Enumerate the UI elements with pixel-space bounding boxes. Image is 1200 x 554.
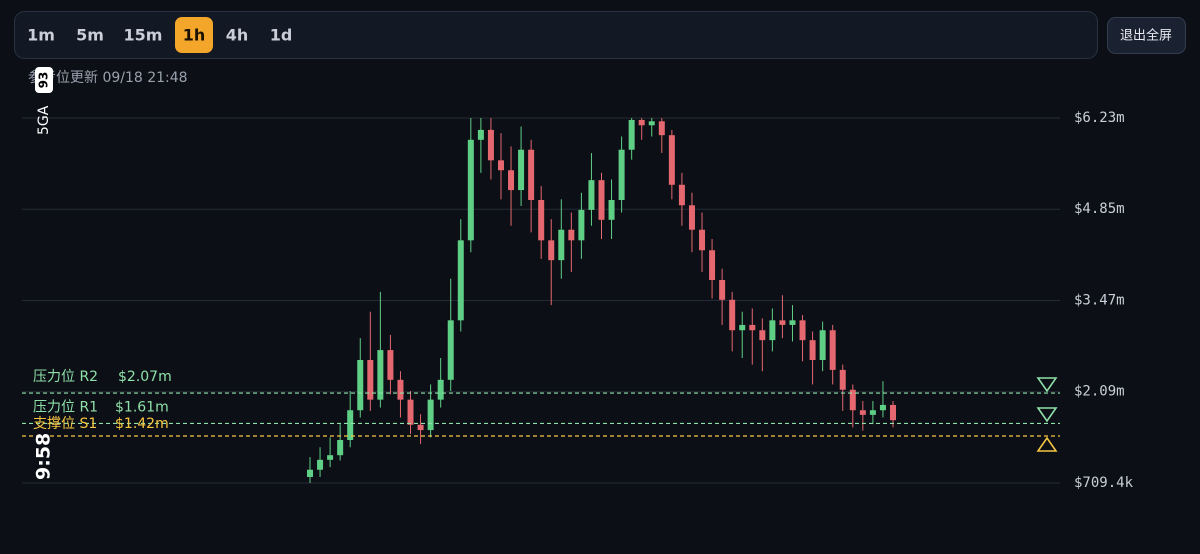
candle-body <box>668 135 675 185</box>
status-battery: 93 <box>37 72 51 89</box>
timeframe-button[interactable]: 15m <box>124 26 163 45</box>
candle-body <box>879 404 886 411</box>
candle-body <box>447 320 454 380</box>
candle-body <box>699 229 706 251</box>
candle-body <box>859 410 866 415</box>
candle-body <box>307 469 313 478</box>
candle-body <box>819 330 826 360</box>
candle-body <box>427 399 434 431</box>
candle-body <box>518 149 525 191</box>
candle-body <box>477 129 484 140</box>
candle-body <box>317 459 324 470</box>
status-network: 5GA <box>36 105 52 135</box>
exit-button[interactable] <box>1107 17 1186 54</box>
candle-body <box>497 160 504 171</box>
timeframe-button[interactable]: 1d <box>270 26 293 45</box>
level-marker <box>1036 436 1058 452</box>
level-marker <box>1036 377 1058 393</box>
candle-body <box>709 250 716 280</box>
y-tick-label: $2.09m <box>1074 384 1125 400</box>
candle-body <box>558 229 565 261</box>
level-name: 支撑位 S1 <box>33 416 97 432</box>
candle-body <box>337 439 344 456</box>
candle-body <box>688 205 695 230</box>
candle-body <box>719 279 726 300</box>
candle-body <box>779 320 786 325</box>
candle-body <box>839 369 846 390</box>
candle-body <box>638 119 645 126</box>
candle-body <box>548 240 555 261</box>
candle-body <box>608 199 615 220</box>
update-note: 参考位更新 09/18 21:48 <box>28 69 188 86</box>
timeframe-active-bg <box>175 17 213 53</box>
timeframe-button[interactable]: 1h <box>183 26 206 45</box>
candle-body <box>568 229 575 241</box>
level-value: $2.07m <box>118 369 172 385</box>
candle-body <box>598 180 605 220</box>
candle-body <box>578 209 585 241</box>
candle-body <box>467 139 474 241</box>
status-bar: 9:58 5GA 93 <box>33 67 55 480</box>
candle-body <box>377 350 384 400</box>
candle-body <box>829 330 836 370</box>
candle-body <box>648 121 655 126</box>
candle-body <box>678 184 685 206</box>
candle-body <box>658 121 665 136</box>
level-name: 压力位 R1 <box>33 399 98 415</box>
timeframe-button[interactable]: 1m <box>27 26 55 45</box>
candle-body <box>457 240 464 321</box>
level-value: $1.42m <box>115 416 169 432</box>
timeframe-button[interactable]: 5m <box>76 26 104 45</box>
candle-body <box>417 424 424 431</box>
candle-body <box>809 340 816 360</box>
status-time: 9:58 <box>33 433 55 480</box>
candle-body <box>729 299 736 331</box>
y-tick-label: $3.47m <box>1074 292 1125 308</box>
candle-body <box>799 320 806 341</box>
candle-body <box>508 170 515 191</box>
candle-body <box>397 379 404 400</box>
candle-body <box>739 324 746 331</box>
candle-body <box>759 330 766 341</box>
candle-body <box>890 404 896 421</box>
candle-body <box>849 389 856 411</box>
candle-body <box>789 320 796 325</box>
candle-body <box>769 320 776 341</box>
exit-button-label[interactable]: 退出全屏 <box>1120 28 1172 44</box>
level-marker <box>1036 407 1058 423</box>
candle-body <box>327 455 334 460</box>
candle-body <box>367 359 374 400</box>
candle-body <box>437 379 444 400</box>
candle-body <box>538 199 545 241</box>
candle-body <box>628 119 635 150</box>
level-value: $1.61m <box>115 399 169 415</box>
timeframe-button[interactable]: 4h <box>226 26 249 45</box>
candle-body <box>749 324 756 331</box>
candle-body <box>618 149 625 200</box>
y-tick-label: $709.4k <box>1074 475 1134 491</box>
candle-body <box>869 410 876 415</box>
battery-icon <box>35 67 53 93</box>
candle-body <box>347 410 354 440</box>
candle-body <box>387 350 394 380</box>
toolbar <box>14 11 1098 59</box>
candle-body <box>588 180 595 210</box>
candle-body <box>528 149 535 200</box>
level-name: 压力位 R2 <box>33 369 98 385</box>
candle-body <box>357 359 364 411</box>
y-tick-label: $4.85m <box>1074 201 1125 217</box>
candle-body <box>407 399 414 425</box>
candle-body <box>487 129 494 161</box>
y-tick-label: $6.23m <box>1074 110 1125 126</box>
